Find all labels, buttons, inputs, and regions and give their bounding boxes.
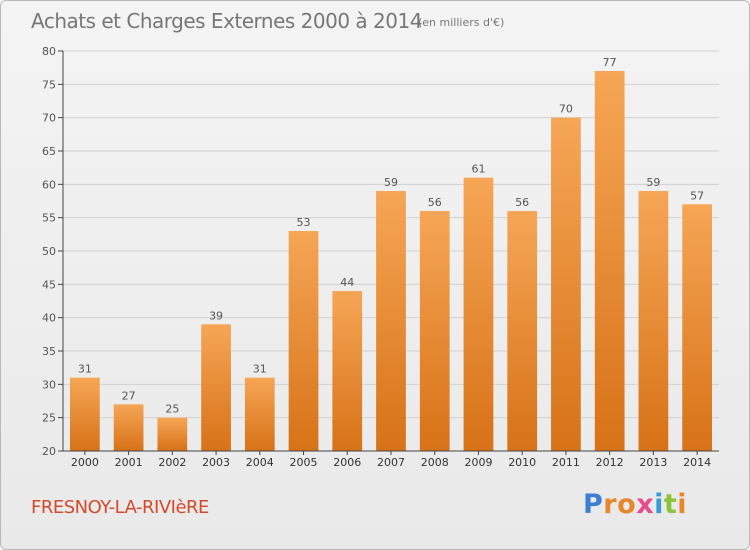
data-label: 31 — [78, 363, 92, 376]
y-tick-label: 55 — [42, 212, 56, 225]
data-label: 56 — [515, 196, 529, 209]
data-label: 39 — [209, 309, 223, 322]
x-tick-label: 2006 — [333, 456, 361, 469]
y-tick-label: 35 — [42, 345, 56, 358]
x-tick-label: 2005 — [290, 456, 318, 469]
x-tick-label: 2010 — [508, 456, 536, 469]
data-label: 44 — [340, 276, 354, 289]
x-tick-label: 2013 — [639, 456, 667, 469]
bar — [288, 231, 319, 451]
bar — [507, 211, 538, 451]
logo-letter: x — [636, 489, 655, 520]
data-label: 61 — [471, 163, 485, 176]
bar — [157, 417, 188, 451]
x-tick-label: 2011 — [552, 456, 580, 469]
data-label: 70 — [559, 103, 573, 116]
data-label: 56 — [428, 196, 442, 209]
labels: 31 2000 27 2001 25 2002 39 2003 31 2004 53 2005 44 20… — [71, 56, 711, 469]
chart-title: Achats et Charges Externes 2000 à 2014 — [31, 9, 422, 33]
x-tick-label: 2003 — [202, 456, 230, 469]
bar — [551, 117, 581, 452]
y-tick-label: 65 — [42, 145, 56, 158]
x-tick-label: 2001 — [115, 456, 143, 469]
data-label: 53 — [297, 216, 311, 229]
axes: 20 25 30 35 40 45 50 55 60 65 70 75 80 — [42, 45, 719, 458]
x-tick-label: 2009 — [464, 456, 492, 469]
x-tick-label: 2000 — [71, 456, 99, 469]
x-tick-label: 2014 — [683, 456, 711, 469]
bar — [69, 377, 100, 451]
logo-letter: i — [677, 489, 688, 520]
bar — [419, 211, 450, 451]
logo-letter: r — [603, 489, 618, 520]
commune-name: FRESNOY-LA-RIVIèRE — [31, 497, 209, 518]
y-tick-label: 40 — [42, 312, 56, 325]
bar — [638, 191, 669, 451]
data-label: 77 — [603, 56, 617, 69]
data-label: 27 — [122, 389, 136, 402]
y-tick-label: 45 — [42, 278, 56, 291]
y-tick-label: 50 — [42, 245, 56, 258]
x-tick-label: 2007 — [377, 456, 405, 469]
data-label: 31 — [253, 363, 267, 376]
data-label: 57 — [690, 189, 704, 202]
bar — [113, 404, 144, 451]
bar — [201, 324, 231, 451]
bar — [594, 71, 625, 451]
x-tick-label: 2012 — [596, 456, 624, 469]
y-tick-label: 80 — [42, 45, 56, 58]
y-tick-label: 20 — [42, 445, 56, 458]
bar — [376, 191, 406, 451]
logo-letter: t — [663, 489, 678, 520]
y-tick-label: 75 — [42, 78, 56, 91]
logo-letter: o — [617, 489, 637, 520]
x-tick-label: 2002 — [158, 456, 186, 469]
x-tick-label: 2004 — [246, 456, 274, 469]
proxiti-logo: Proxiti — [583, 489, 687, 520]
bar — [682, 204, 713, 451]
bar — [244, 377, 275, 451]
y-tick-label: 30 — [42, 378, 56, 391]
data-label: 59 — [646, 176, 660, 189]
y-tick-label: 70 — [42, 112, 56, 125]
logo-letter: i — [654, 489, 664, 520]
x-tick-label: 2008 — [421, 456, 449, 469]
bars — [69, 71, 713, 452]
y-tick-label: 60 — [42, 178, 56, 191]
y-tick-label: 25 — [42, 412, 56, 425]
data-label: 25 — [165, 403, 179, 416]
chart-unit: (en milliers d'€) — [418, 16, 505, 29]
logo-letter: P — [583, 489, 604, 520]
bar — [463, 177, 494, 451]
bar — [332, 291, 363, 451]
data-label: 59 — [384, 176, 398, 189]
